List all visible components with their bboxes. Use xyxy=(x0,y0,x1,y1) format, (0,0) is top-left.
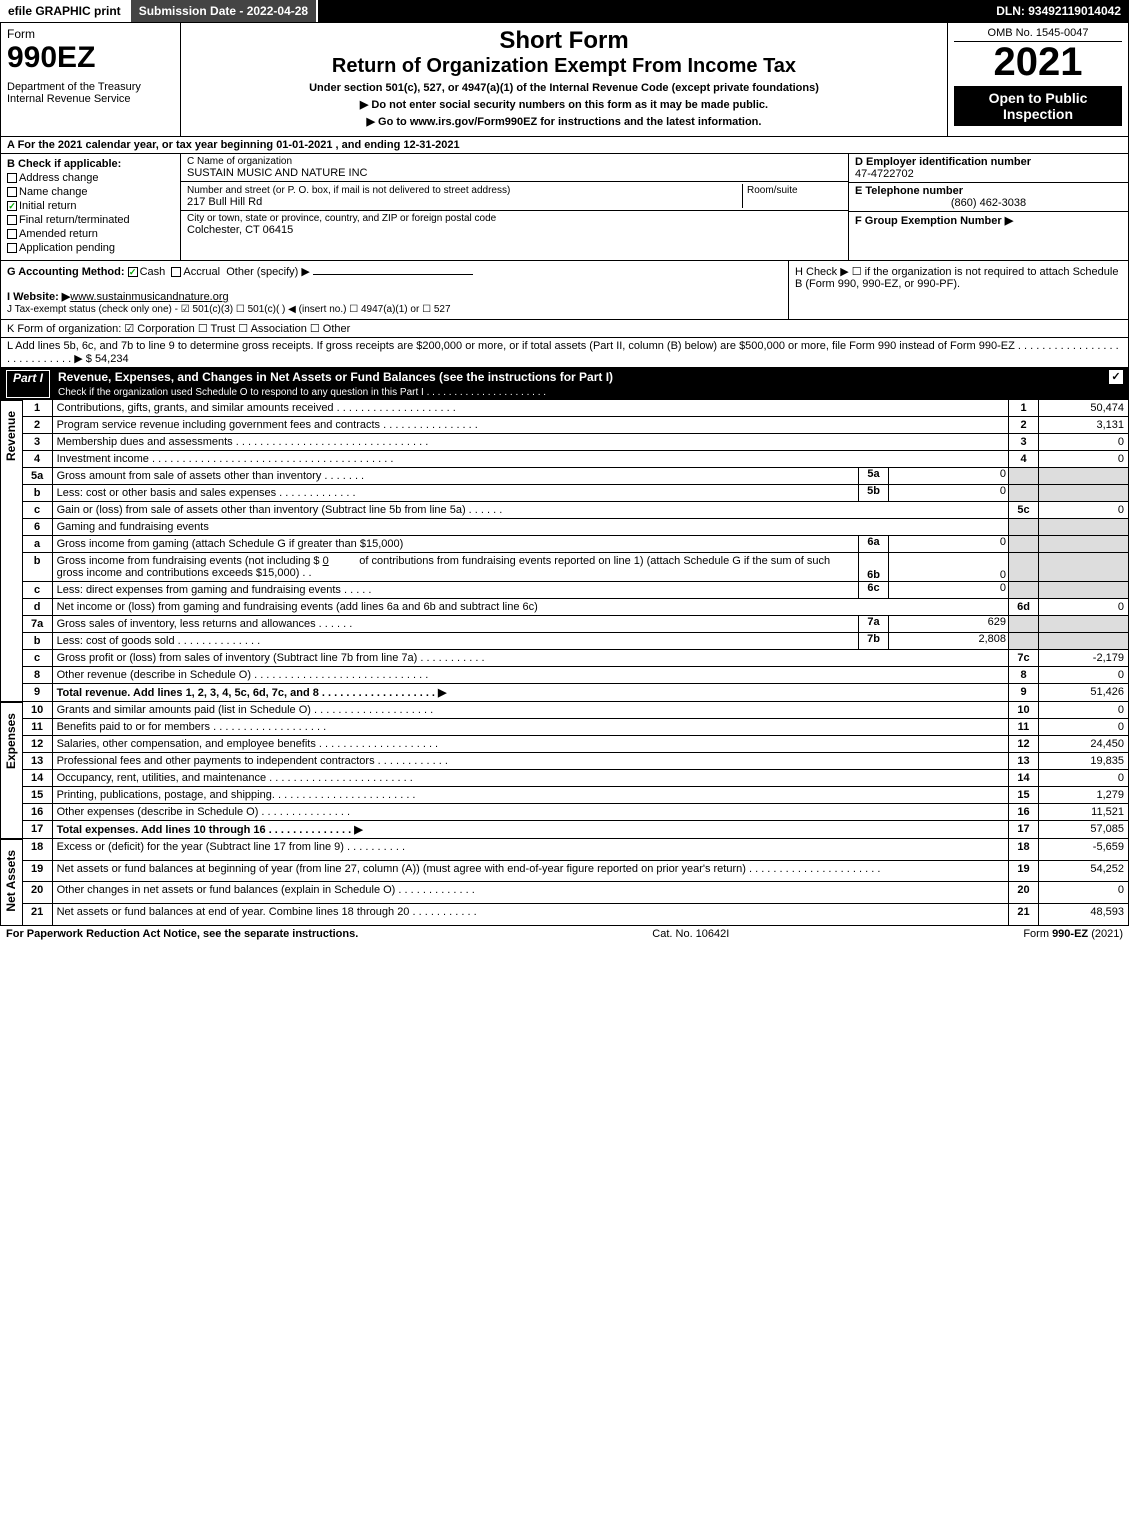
addr-label: Number and street (or P. O. box, if mail… xyxy=(187,185,510,196)
netassets-section: Net Assets 18 Excess or (deficit) for th… xyxy=(0,839,1129,926)
table-row: 1 Contributions, gifts, grants, and simi… xyxy=(22,400,1128,417)
table-row: a Gross income from gaming (attach Sched… xyxy=(22,536,1128,553)
revenue-sidelabel: Revenue xyxy=(0,400,22,702)
chk-amended-return[interactable]: Amended return xyxy=(7,228,174,240)
l-value: 54,234 xyxy=(95,353,129,365)
table-row: 7a Gross sales of inventory, less return… xyxy=(22,616,1128,633)
table-row: c Gross profit or (loss) from sales of i… xyxy=(22,650,1128,667)
footer: For Paperwork Reduction Act Notice, see … xyxy=(0,926,1129,942)
table-row: d Net income or (loss) from gaming and f… xyxy=(22,599,1128,616)
form-number: 990EZ xyxy=(7,41,174,75)
table-row: 20 Other changes in net assets or fund b… xyxy=(22,882,1128,904)
org-address: 217 Bull Hill Rd xyxy=(187,196,262,208)
ein: 47-4722702 xyxy=(855,168,914,180)
chk-address-change[interactable]: Address change xyxy=(7,172,174,184)
netassets-table: 18 Excess or (deficit) for the year (Sub… xyxy=(22,839,1129,926)
footer-left: For Paperwork Reduction Act Notice, see … xyxy=(6,928,358,940)
revenue-section: Revenue 1 Contributions, gifts, grants, … xyxy=(0,400,1129,702)
other-specify-input[interactable] xyxy=(313,274,473,275)
part-1-tab: Part I xyxy=(6,370,50,398)
table-row: 5a Gross amount from sale of assets othe… xyxy=(22,468,1128,485)
table-row: b Less: cost or other basis and sales ex… xyxy=(22,485,1128,502)
table-row: b Gross income from fundraising events (… xyxy=(22,553,1128,582)
g-label: G Accounting Method: xyxy=(7,266,125,278)
k-form-org: K Form of organization: ☑ Corporation ☐ … xyxy=(0,320,1129,338)
chk-final-return[interactable]: Final return/terminated xyxy=(7,214,174,226)
dln: DLN: 93492119014042 xyxy=(988,0,1129,22)
title-return: Return of Organization Exempt From Incom… xyxy=(187,55,941,78)
table-row: 19 Net assets or fund balances at beginn… xyxy=(22,860,1128,882)
telephone: (860) 462-3038 xyxy=(855,197,1122,209)
l-text: L Add lines 5b, 6c, and 7b to line 9 to … xyxy=(7,340,1119,365)
submission-date: Submission Date - 2022-04-28 xyxy=(131,0,318,22)
f-label: F Group Exemption Number ▶ xyxy=(855,215,1013,227)
table-row: c Gain or (loss) from sale of assets oth… xyxy=(22,502,1128,519)
part-1-title: Revenue, Expenses, and Changes in Net As… xyxy=(58,370,613,384)
table-row: c Less: direct expenses from gaming and … xyxy=(22,582,1128,599)
table-row: 16 Other expenses (describe in Schedule … xyxy=(22,804,1128,821)
table-row: 2 Program service revenue including gove… xyxy=(22,417,1128,434)
other-specify: Other (specify) ▶ xyxy=(226,266,310,278)
header: Form 990EZ Department of the Treasury In… xyxy=(0,22,1129,137)
row-a-tax-year: A For the 2021 calendar year, or tax yea… xyxy=(0,137,1129,154)
part-1-chk[interactable]: ✓ xyxy=(1109,370,1123,384)
part-1-header: Part I Revenue, Expenses, and Changes in… xyxy=(0,368,1129,400)
website-link[interactable]: www.sustainmusicandnature.org xyxy=(70,291,228,303)
block-gh: G Accounting Method: Cash Accrual Other … xyxy=(0,261,1129,320)
revenue-table: 1 Contributions, gifts, grants, and simi… xyxy=(22,400,1129,702)
chk-application-pending[interactable]: Application pending xyxy=(7,242,174,254)
d-label: D Employer identification number xyxy=(855,156,1031,168)
part-1-sub: Check if the organization used Schedule … xyxy=(58,387,546,398)
footer-catno: Cat. No. 10642I xyxy=(652,928,729,940)
table-row: 12 Salaries, other compensation, and emp… xyxy=(22,736,1128,753)
chk-name-change[interactable]: Name change xyxy=(7,186,174,198)
block-bcdef: B Check if applicable: Address change Na… xyxy=(0,154,1129,261)
chk-cash[interactable] xyxy=(128,267,138,277)
subtitle-goto: ▶ Go to www.irs.gov/Form990EZ for instru… xyxy=(187,115,941,128)
table-row: 14 Occupancy, rent, utilities, and maint… xyxy=(22,770,1128,787)
footer-formref: Form 990-EZ (2021) xyxy=(1023,928,1123,940)
l-gross-receipts: L Add lines 5b, 6c, and 7b to line 9 to … xyxy=(0,338,1129,368)
table-row: 6Gaming and fundraising events xyxy=(22,519,1128,536)
table-row: 4 Investment income . . . . . . . . . . … xyxy=(22,451,1128,468)
form-label: Form xyxy=(7,27,174,41)
expenses-section: Expenses 10 Grants and similar amounts p… xyxy=(0,702,1129,839)
row-a-text: A For the 2021 calendar year, or tax yea… xyxy=(7,139,460,151)
city-label: City or town, state or province, country… xyxy=(187,213,842,224)
subtitle-section: Under section 501(c), 527, or 4947(a)(1)… xyxy=(187,82,941,94)
j-tax-exempt: J Tax-exempt status (check only one) - ☑… xyxy=(7,304,451,315)
department: Department of the Treasury Internal Reve… xyxy=(7,81,174,105)
chk-accrual[interactable] xyxy=(171,267,181,277)
table-row: 15 Printing, publications, postage, and … xyxy=(22,787,1128,804)
i-label: I Website: ▶ xyxy=(7,291,70,303)
table-row: 21 Net assets or fund balances at end of… xyxy=(22,903,1128,925)
topbar: efile GRAPHIC print Submission Date - 20… xyxy=(0,0,1129,22)
section-b-label: B Check if applicable: xyxy=(7,158,121,170)
table-row: 18 Excess or (deficit) for the year (Sub… xyxy=(22,839,1128,860)
e-label: E Telephone number xyxy=(855,185,963,197)
table-row: 3 Membership dues and assessments . . . … xyxy=(22,434,1128,451)
table-row: 17 Total expenses. Add lines 10 through … xyxy=(22,821,1128,839)
open-to-public: Open to Public Inspection xyxy=(954,86,1122,126)
subtitle-goto-text[interactable]: ▶ Go to www.irs.gov/Form990EZ for instru… xyxy=(367,116,762,128)
subtitle-ssn: ▶ Do not enter social security numbers o… xyxy=(187,98,941,111)
table-row: 8 Other revenue (describe in Schedule O)… xyxy=(22,667,1128,684)
netassets-sidelabel: Net Assets xyxy=(0,839,22,926)
expenses-sidelabel: Expenses xyxy=(0,702,22,839)
expenses-table: 10 Grants and similar amounts paid (list… xyxy=(22,702,1129,839)
table-row: 13 Professional fees and other payments … xyxy=(22,753,1128,770)
title-short-form: Short Form xyxy=(187,27,941,55)
c-label: C Name of organization xyxy=(187,156,842,167)
org-name: SUSTAIN MUSIC AND NATURE INC xyxy=(187,167,842,179)
table-row: 9 Total revenue. Add lines 1, 2, 3, 4, 5… xyxy=(22,684,1128,702)
room-label: Room/suite xyxy=(747,185,798,196)
chk-initial-return[interactable]: Initial return xyxy=(7,200,174,212)
h-schedule-b: H Check ▶ ☐ if the organization is not r… xyxy=(795,266,1118,290)
efile-label[interactable]: efile GRAPHIC print xyxy=(0,0,131,22)
tax-year: 2021 xyxy=(954,42,1122,82)
table-row: 11 Benefits paid to or for members . . .… xyxy=(22,719,1128,736)
table-row: 10 Grants and similar amounts paid (list… xyxy=(22,702,1128,719)
org-city: Colchester, CT 06415 xyxy=(187,224,842,236)
table-row: b Less: cost of goods sold . . . . . . .… xyxy=(22,633,1128,650)
